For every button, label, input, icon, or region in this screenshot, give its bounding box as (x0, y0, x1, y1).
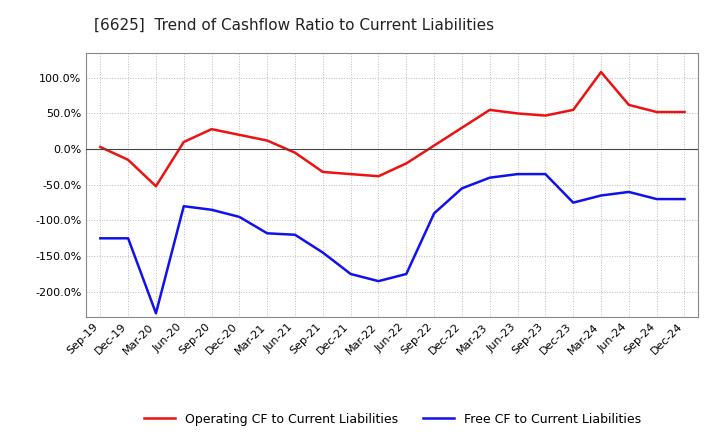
Operating CF to Current Liabilities (513, 111, 522, 116)
Operating CF to Current Liabilities (318, 169, 327, 175)
Free CF to Current Liabilities (597, 193, 606, 198)
Operating CF to Current Liabilities (374, 174, 383, 179)
Operating CF to Current Liabilities (346, 172, 355, 177)
Free CF to Current Liabilities (513, 172, 522, 177)
Free CF to Current Liabilities (291, 232, 300, 238)
Free CF to Current Liabilities (179, 204, 188, 209)
Operating CF to Current Liabilities (124, 157, 132, 162)
Free CF to Current Liabilities (152, 311, 161, 316)
Free CF to Current Liabilities (263, 231, 271, 236)
Free CF to Current Liabilities (652, 196, 661, 202)
Operating CF to Current Liabilities (207, 127, 216, 132)
Operating CF to Current Liabilities (235, 132, 243, 137)
Line: Operating CF to Current Liabilities: Operating CF to Current Liabilities (100, 72, 685, 186)
Operating CF to Current Liabilities (96, 144, 104, 150)
Operating CF to Current Liabilities (569, 107, 577, 113)
Operating CF to Current Liabilities (179, 139, 188, 145)
Free CF to Current Liabilities (207, 207, 216, 213)
Free CF to Current Liabilities (235, 214, 243, 220)
Free CF to Current Liabilities (374, 279, 383, 284)
Free CF to Current Liabilities (346, 271, 355, 277)
Operating CF to Current Liabilities (430, 143, 438, 148)
Free CF to Current Liabilities (318, 250, 327, 255)
Operating CF to Current Liabilities (680, 110, 689, 115)
Free CF to Current Liabilities (96, 236, 104, 241)
Operating CF to Current Liabilities (402, 161, 410, 166)
Free CF to Current Liabilities (124, 236, 132, 241)
Operating CF to Current Liabilities (541, 113, 550, 118)
Operating CF to Current Liabilities (485, 107, 494, 113)
Legend: Operating CF to Current Liabilities, Free CF to Current Liabilities: Operating CF to Current Liabilities, Fre… (138, 407, 647, 430)
Free CF to Current Liabilities (430, 211, 438, 216)
Free CF to Current Liabilities (569, 200, 577, 205)
Free CF to Current Liabilities (402, 271, 410, 277)
Operating CF to Current Liabilities (458, 125, 467, 130)
Free CF to Current Liabilities (485, 175, 494, 180)
Operating CF to Current Liabilities (652, 110, 661, 115)
Free CF to Current Liabilities (624, 189, 633, 194)
Free CF to Current Liabilities (680, 196, 689, 202)
Operating CF to Current Liabilities (263, 138, 271, 143)
Operating CF to Current Liabilities (152, 183, 161, 189)
Operating CF to Current Liabilities (291, 150, 300, 155)
Free CF to Current Liabilities (541, 172, 550, 177)
Line: Free CF to Current Liabilities: Free CF to Current Liabilities (100, 174, 685, 313)
Text: [6625]  Trend of Cashflow Ratio to Current Liabilities: [6625] Trend of Cashflow Ratio to Curren… (94, 18, 494, 33)
Free CF to Current Liabilities (458, 186, 467, 191)
Operating CF to Current Liabilities (624, 102, 633, 107)
Operating CF to Current Liabilities (597, 70, 606, 75)
